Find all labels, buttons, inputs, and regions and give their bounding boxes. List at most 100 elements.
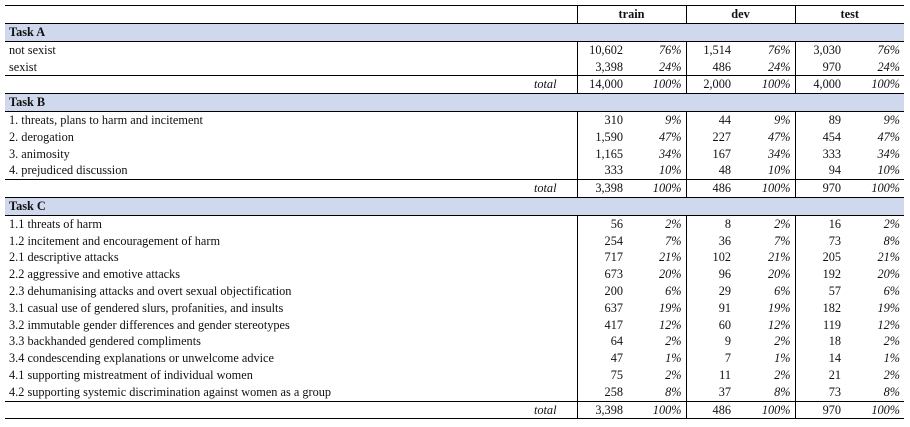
task-header: Task A <box>5 23 905 42</box>
train-percent: 21% <box>658 250 682 265</box>
dev-count: 102 <box>685 249 739 267</box>
header-test: test <box>794 5 905 24</box>
category-label: 2.3 dehumanising attacks and overt sexua… <box>9 283 292 298</box>
train-percent: 19% <box>658 300 682 315</box>
dev-percent: 8% <box>774 384 791 399</box>
task-header-row: Task A <box>5 23 905 42</box>
train-percent: 12% <box>658 317 682 332</box>
dev-count: 44 <box>685 111 739 129</box>
test-percent: 8% <box>883 233 901 248</box>
train-count: 417 <box>576 316 631 334</box>
dev-total-count: 486 <box>685 179 739 198</box>
train-percent: 9% <box>665 112 682 127</box>
test-percent: 19% <box>877 300 901 315</box>
test-total-count: 970 <box>794 179 850 198</box>
dev-percent: 7% <box>774 233 791 248</box>
dev-total-percent: 100% <box>739 179 796 198</box>
train-total-percent: 100% <box>631 75 686 95</box>
train-count: 56 <box>576 215 631 233</box>
dev-count: 227 <box>685 128 739 146</box>
header-dev: dev <box>685 5 796 24</box>
dev-total-count: 2,000 <box>685 75 739 95</box>
train-percent: 2% <box>665 216 682 231</box>
train-percent: 6% <box>665 283 682 298</box>
train-percent: 2% <box>665 334 682 349</box>
category-row: 2.1 descriptive attacks 717 21% 102 21% 205 21… <box>5 249 904 267</box>
category-row: 4. prejudiced discussion 333 10% 48 10% 94 10% <box>5 162 904 180</box>
dev-percent: 2% <box>774 216 791 231</box>
category-row: 3.4 condescending explanations or unwelc… <box>5 350 904 367</box>
train-percent: 7% <box>665 233 682 248</box>
category-label: 1. threats, plans to harm and incitement <box>9 112 203 127</box>
train-percent: 24% <box>658 59 682 74</box>
header-row: train dev test <box>5 5 905 24</box>
category-row: 3.1 casual use of gendered slurs, profan… <box>5 299 904 317</box>
dev-count: 8 <box>685 215 739 233</box>
test-percent: 2% <box>883 334 901 349</box>
category-label: 3. animosity <box>9 146 70 161</box>
dev-count: 91 <box>685 299 739 317</box>
test-percent: 76% <box>877 42 901 57</box>
dev-total-percent: 100% <box>739 400 796 420</box>
train-count: 717 <box>576 249 631 267</box>
total-label: total <box>5 75 577 95</box>
category-label: 4.2 supporting systemic discrimination a… <box>9 384 332 399</box>
header-train: train <box>576 5 686 24</box>
train-count: 1,590 <box>576 128 631 146</box>
train-percent: 34% <box>658 146 682 161</box>
test-count: 182 <box>794 299 850 317</box>
test-count: 94 <box>794 162 850 180</box>
test-count: 57 <box>794 282 850 300</box>
category-label: 4. prejudiced discussion <box>9 163 128 178</box>
train-count: 3,398 <box>576 58 631 76</box>
test-count: 14 <box>794 350 850 367</box>
category-label: 3.1 casual use of gendered slurs, profan… <box>9 300 284 315</box>
test-total-percent: 100% <box>849 400 905 420</box>
train-percent: 1% <box>665 351 682 366</box>
dev-percent: 12% <box>767 317 791 332</box>
dev-count: 48 <box>685 162 739 180</box>
test-count: 73 <box>794 383 850 402</box>
category-row: sexist 3,398 24% 486 24% 970 24% <box>5 58 904 76</box>
test-total-percent: 100% <box>849 75 905 95</box>
test-percent: 24% <box>877 59 901 74</box>
category-row: 2.2 aggressive and emotive attacks 673 20%… <box>5 266 904 283</box>
train-count: 637 <box>576 299 631 317</box>
test-count: 21 <box>794 366 850 384</box>
category-row: 3. animosity 1,165 34% 167 34% 333 34% <box>5 145 904 163</box>
category-label: 3.4 condescending explanations or unwelc… <box>9 351 274 366</box>
train-total-percent: 100% <box>631 400 686 420</box>
test-count: 333 <box>794 145 850 163</box>
train-count: 10,602 <box>576 41 631 59</box>
train-total-count: 3,398 <box>576 179 631 198</box>
train-percent: 76% <box>658 42 682 57</box>
category-row: 2. derogation 1,590 47% 227 47% 454 47% <box>5 128 904 146</box>
train-count: 47 <box>576 350 631 367</box>
test-count: 192 <box>794 266 850 283</box>
dev-total-count: 486 <box>685 400 739 420</box>
category-label: 2. derogation <box>9 129 74 144</box>
task-header: Task C <box>5 197 905 216</box>
test-count: 89 <box>794 111 850 129</box>
test-count: 3,030 <box>794 41 850 59</box>
train-count: 75 <box>576 366 631 384</box>
test-percent: 12% <box>877 317 901 332</box>
train-count: 333 <box>576 162 631 180</box>
dev-percent: 2% <box>774 367 791 382</box>
test-count: 119 <box>794 316 850 334</box>
test-count: 970 <box>794 58 850 76</box>
category-row: 4.1 supporting mistreatment of individua… <box>5 366 904 384</box>
dev-percent: 1% <box>774 351 791 366</box>
task-header: Task B <box>5 93 905 112</box>
category-label: 3.3 backhanded gendered compliments <box>9 334 201 349</box>
category-label: 2.2 aggressive and emotive attacks <box>9 267 181 282</box>
train-count: 673 <box>576 266 631 283</box>
task-header-row: Task C <box>5 197 905 216</box>
dev-percent: 24% <box>767 59 791 74</box>
test-count: 16 <box>794 215 850 233</box>
train-count: 200 <box>576 282 631 300</box>
test-percent: 47% <box>877 129 901 144</box>
train-percent: 10% <box>658 163 682 178</box>
